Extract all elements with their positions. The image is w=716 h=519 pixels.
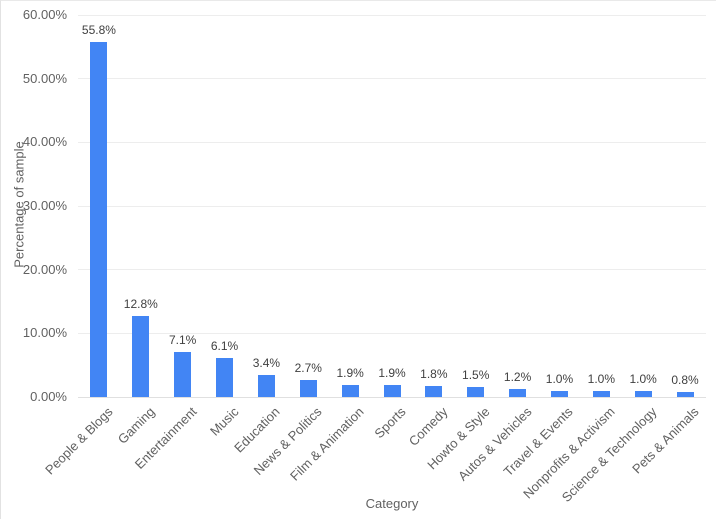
bar-value-label: 1.5% bbox=[462, 368, 490, 383]
bar-value-label: 55.8% bbox=[81, 22, 116, 37]
bar-value-label: 1.9% bbox=[378, 365, 406, 380]
bar-value-label: 2.7% bbox=[294, 360, 322, 375]
y-tick-label: 30.00% bbox=[22, 198, 67, 213]
bar-value-label: 0.8% bbox=[671, 372, 699, 387]
bar[interactable] bbox=[676, 391, 694, 397]
bar-value-label: 12.8% bbox=[123, 296, 158, 311]
x-axis-title: Category bbox=[365, 496, 419, 511]
bar-value-label: 1.0% bbox=[545, 371, 574, 386]
y-tick-label: 10.00% bbox=[22, 325, 67, 341]
bar[interactable] bbox=[550, 390, 568, 397]
gridline bbox=[78, 205, 706, 207]
gridline bbox=[78, 269, 706, 271]
bar[interactable] bbox=[425, 385, 443, 397]
bar-value-label: 7.1% bbox=[168, 332, 197, 347]
bar-value-label: 1.8% bbox=[420, 366, 448, 381]
y-tick-label: 0.00% bbox=[30, 389, 67, 404]
bar[interactable] bbox=[174, 351, 192, 397]
bar[interactable] bbox=[341, 384, 359, 397]
y-tick-label: 50.00% bbox=[22, 70, 67, 86]
bar[interactable] bbox=[509, 389, 527, 397]
gridline bbox=[78, 78, 706, 80]
bar[interactable] bbox=[383, 384, 401, 397]
bar[interactable] bbox=[299, 379, 317, 397]
y-tick-label: 20.00% bbox=[22, 261, 67, 277]
bar[interactable] bbox=[467, 387, 485, 397]
bar-value-label: 1.2% bbox=[503, 370, 532, 385]
bar[interactable] bbox=[90, 41, 108, 397]
bar[interactable] bbox=[132, 315, 150, 397]
bar-value-label: 1.0% bbox=[629, 371, 657, 386]
bar[interactable] bbox=[257, 375, 275, 397]
gridline bbox=[78, 141, 706, 143]
y-tick-label: 40.00% bbox=[22, 134, 67, 150]
gridline bbox=[78, 14, 706, 16]
bar-value-label: 1.9% bbox=[336, 365, 364, 380]
bar-value-label: 3.4% bbox=[252, 356, 281, 371]
bar[interactable] bbox=[592, 390, 610, 397]
y-tick-label: 60.00% bbox=[22, 7, 67, 22]
bar[interactable] bbox=[634, 390, 652, 397]
bar[interactable] bbox=[216, 358, 234, 397]
bar-value-label: 6.1% bbox=[210, 339, 239, 354]
bar-value-label: 1.0% bbox=[587, 371, 615, 386]
